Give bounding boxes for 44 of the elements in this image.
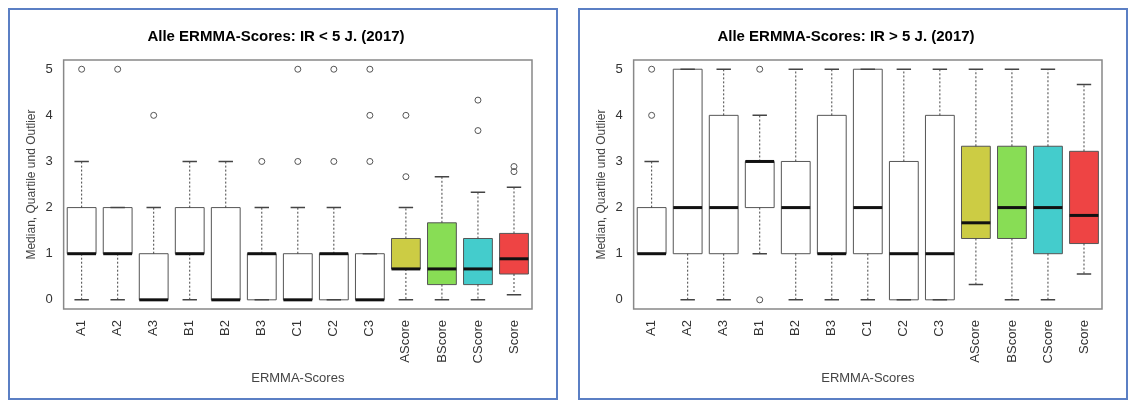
x-tick-label: C3 — [361, 320, 377, 337]
y-tick-label: 1 — [45, 245, 53, 261]
y-tick-label: 3 — [615, 153, 623, 169]
x-tick-label: A1 — [73, 320, 89, 336]
x-tick-label: BScore — [433, 320, 449, 363]
x-tick-label: B2 — [217, 320, 233, 336]
y-tick-label: 5 — [615, 60, 623, 76]
x-tick-label: CScore — [469, 320, 485, 364]
x-tick-label: BScore — [1003, 320, 1019, 363]
x-tick-label: C1 — [289, 320, 305, 337]
y-tick-label: 5 — [45, 60, 53, 76]
chart-title: Alle ERMMA-Scores: IR > 5 J. (2017) — [717, 27, 975, 45]
y-axis-title: Median, Quartile und Outlier — [593, 109, 608, 260]
x-axis-title: ERMMA-Scores — [251, 369, 345, 385]
x-tick-label: B2 — [787, 320, 803, 336]
x-tick-label: C1 — [859, 320, 875, 337]
x-tick-label: C3 — [931, 320, 947, 337]
y-tick-label: 2 — [615, 199, 623, 215]
x-tick-label: CScore — [1039, 320, 1055, 364]
x-tick-label: Score — [1075, 320, 1091, 355]
y-tick-label: 1 — [615, 245, 623, 261]
chart-title: Alle ERMMA-Scores: IR < 5 J. (2017) — [147, 27, 405, 45]
x-tick-label: AScore — [397, 320, 413, 363]
y-tick-label: 0 — [45, 291, 53, 307]
x-axis-title: ERMMA-Scores — [821, 369, 915, 385]
y-tick-label: 2 — [45, 199, 53, 215]
x-tick-label: A2 — [109, 320, 125, 336]
x-tick-label: B3 — [253, 320, 269, 336]
y-tick-label: 3 — [45, 153, 53, 169]
y-tick-label: 0 — [615, 291, 623, 307]
x-tick-label: A2 — [679, 320, 695, 336]
x-tick-label: C2 — [325, 320, 341, 337]
x-tick-label: A1 — [643, 320, 659, 336]
x-tick-label: B3 — [823, 320, 839, 336]
x-tick-label: A3 — [145, 320, 161, 336]
x-tick-label: A3 — [715, 320, 731, 336]
x-tick-label: Score — [505, 320, 521, 355]
x-tick-label: AScore — [967, 320, 983, 363]
y-axis-title: Median, Quartile und Outlier — [23, 109, 38, 260]
x-tick-label: C2 — [895, 320, 911, 337]
y-tick-label: 4 — [45, 106, 53, 122]
y-tick-label: 4 — [615, 106, 623, 122]
x-tick-label: B1 — [751, 320, 767, 336]
x-tick-label: B1 — [181, 320, 197, 336]
